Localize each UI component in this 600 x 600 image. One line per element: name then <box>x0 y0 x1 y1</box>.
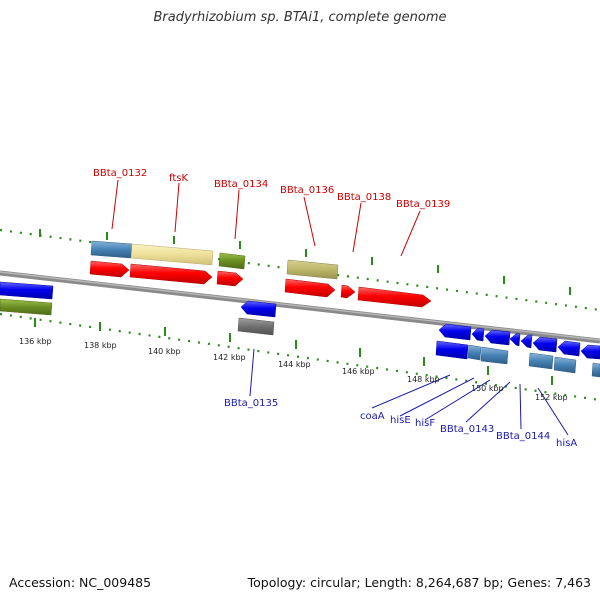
gene-label-ftsk: ftsK <box>169 173 188 184</box>
reverse-cds-arrows <box>0 281 600 360</box>
gene-hisa-arrow <box>532 336 558 353</box>
gene-hisf-arrow <box>484 329 511 346</box>
gene-label-bbta-0132: BBta_0132 <box>93 168 147 179</box>
gene-bbta-0135-cog <box>237 317 275 336</box>
gene-label-bbta-0138: BBta_0138 <box>337 192 391 203</box>
axis-tick-label: 152 kbp <box>535 393 568 402</box>
topology-text: Topology: circular; Length: 8,264,687 bp… <box>247 575 591 590</box>
forward-cog-features <box>90 240 339 280</box>
gene-hise-arrow <box>471 327 485 342</box>
gene-hisa-cog <box>553 356 577 374</box>
genome-backbone <box>0 270 600 344</box>
map-title: Bradyrhizobium sp. BTAi1, complete genom… <box>153 10 447 25</box>
reverse-label-leaders <box>249 348 569 436</box>
outer-major-ticks <box>39 229 571 295</box>
gene-ftsk-arrow <box>129 263 213 285</box>
genome-backbone-highlight <box>0 271 600 341</box>
gene-label-hise: hisE <box>390 415 411 426</box>
gene-hise-cog <box>467 344 482 361</box>
gene-bbta-0134-arrow <box>216 270 244 287</box>
gene-bbta-0136-cog <box>286 259 339 280</box>
gene-bbta-0143-arrow <box>509 332 521 347</box>
reverse-cog-features <box>0 298 600 378</box>
axis-tick-label: 142 kbp <box>213 353 246 362</box>
axis-tick-label: 138 kbp <box>84 341 117 350</box>
gene-bbta-0136-arrow <box>284 278 336 298</box>
axis-tick-label: 148 kbp <box>407 375 440 384</box>
gene-label-bbta-0135: BBta_0135 <box>224 398 278 409</box>
gene-reverse-arrow-9 <box>557 340 581 357</box>
forward-label-leaders <box>111 179 421 257</box>
gene-bbta-0132-arrow <box>89 260 130 278</box>
gene-ftsk-cog <box>130 243 214 266</box>
gene-bbta-0144-arrow <box>520 334 533 349</box>
gene-label-bbta-0143: BBta_0143 <box>440 424 494 435</box>
axis-tick-label: 150 kbp <box>471 384 504 393</box>
gene-bbta-0134-cog <box>218 252 246 270</box>
axis-tick-label: 144 kbp <box>278 360 311 369</box>
gene-label-bbta-0136: BBta_0136 <box>280 185 334 196</box>
gene-coaa-arrow <box>438 323 472 341</box>
gene-bbta-0132-cog <box>90 240 133 259</box>
gene-hisf-cog <box>480 346 509 365</box>
axis-tick-label: 140 kbp <box>148 347 181 356</box>
axis-tick-label: 146 kbp <box>342 367 375 376</box>
gene-label-bbta-0134: BBta_0134 <box>214 179 268 190</box>
gene-left-reverse-arrow <box>0 281 54 300</box>
axis-tick-label: 136 kbp <box>19 337 52 346</box>
inner-major-ticks <box>34 318 553 385</box>
inner-dotted-track <box>0 312 600 402</box>
gene-bbta-0138-arrow <box>340 284 356 299</box>
gene-label-hisf: hisF <box>415 418 435 429</box>
gene-label-coaa: coaA <box>360 411 385 422</box>
gene-label-bbta-0139: BBta_0139 <box>396 199 450 210</box>
gene-left-cog <box>0 298 53 316</box>
forward-cds-arrows <box>89 260 432 308</box>
gene-bbta-0144-cog <box>528 352 554 370</box>
gene-right-cog <box>591 362 600 378</box>
gene-label-bbta-0144: BBta_0144 <box>496 431 550 442</box>
accession-text: Accession: NC_009485 <box>9 575 152 590</box>
gene-coaa-cog <box>435 340 469 360</box>
gene-bbta-0139-arrow <box>357 286 432 308</box>
gene-reverse-arrow-10 <box>580 344 600 360</box>
gene-label-hisa: hisA <box>556 438 577 449</box>
gene-bbta-0135-arrow <box>240 300 277 318</box>
